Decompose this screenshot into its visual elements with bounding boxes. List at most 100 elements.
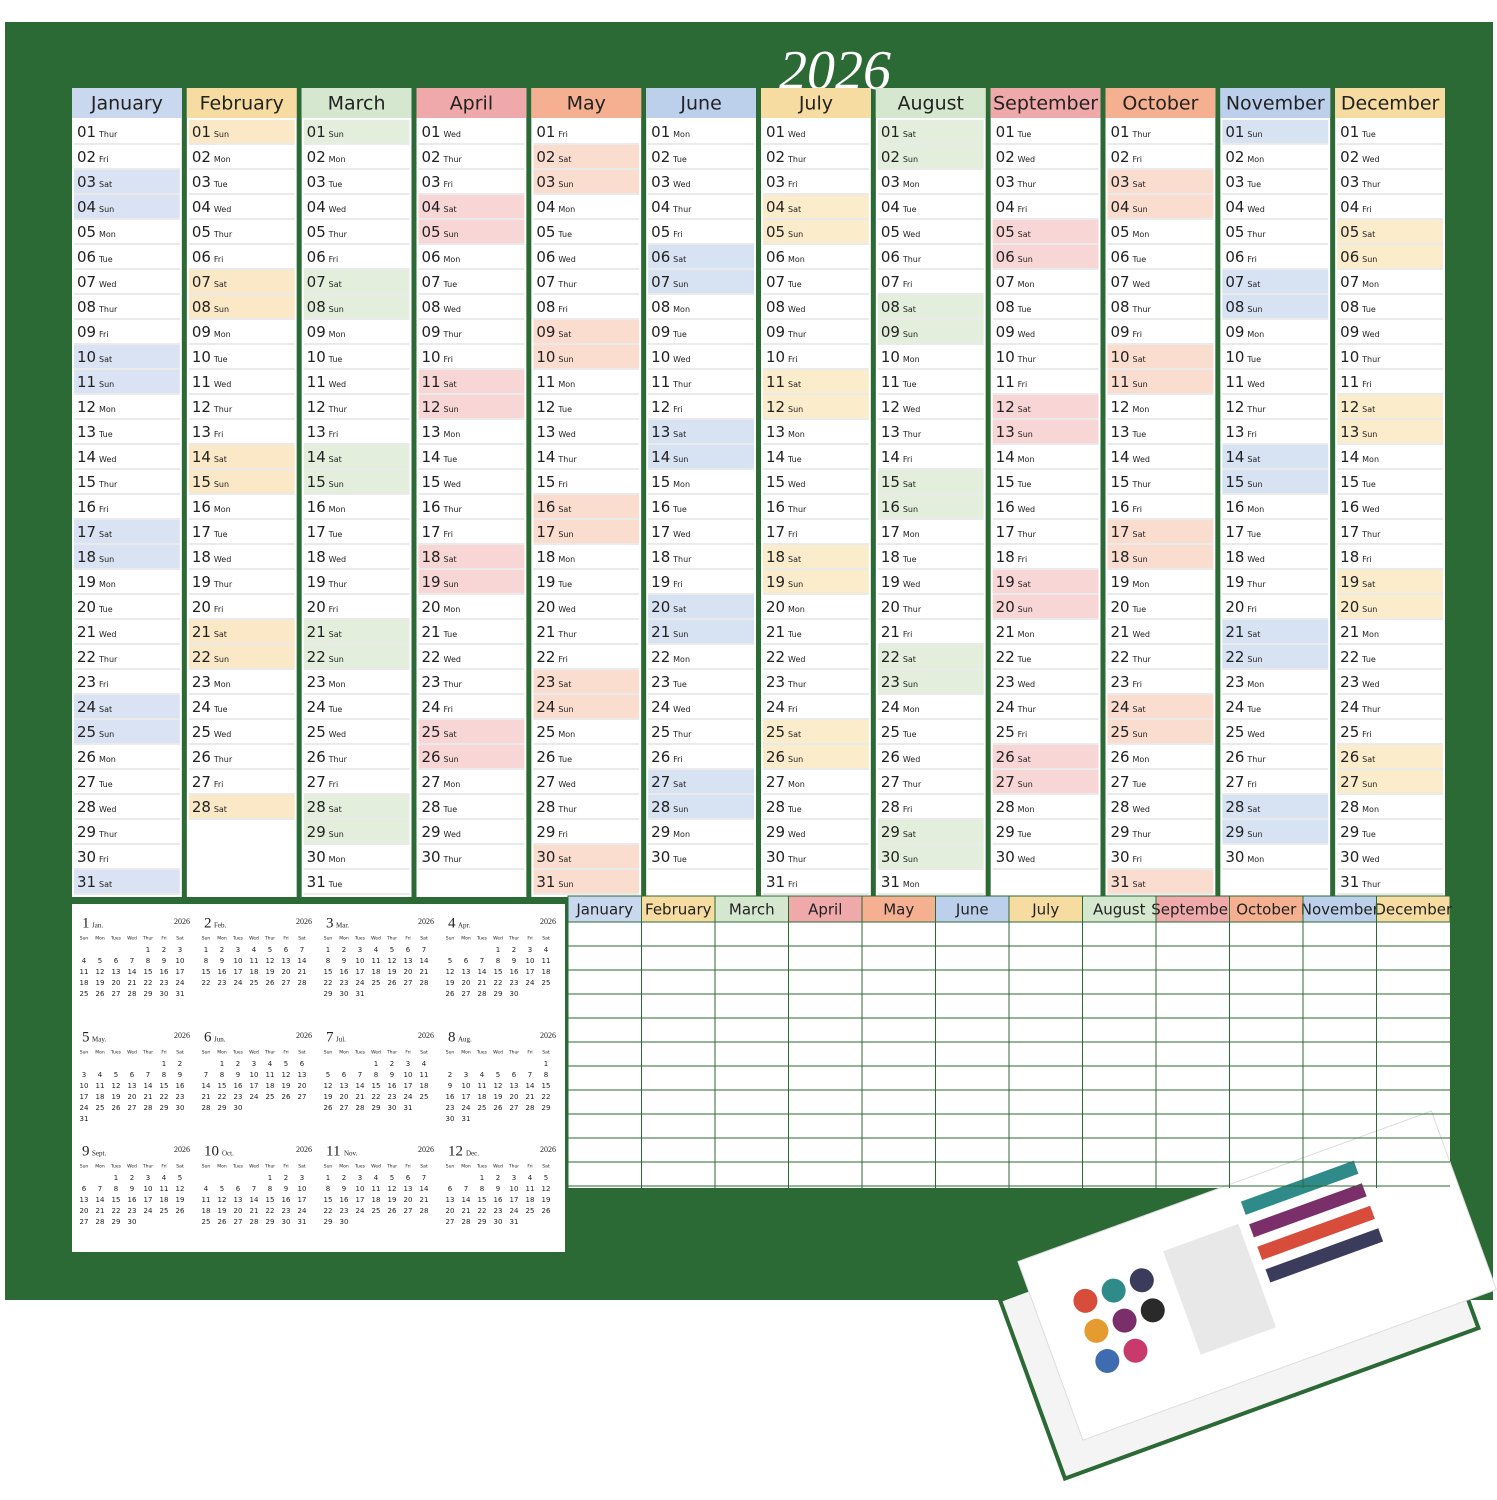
mini-day: 17: [462, 1093, 471, 1101]
day-weekday: Sat: [99, 355, 112, 364]
day-number: 20: [766, 598, 785, 616]
day-number: 04: [422, 198, 441, 216]
mini-day: 16: [282, 1196, 291, 1204]
mini-day: 13: [462, 968, 471, 976]
day-number: 20: [996, 598, 1015, 616]
day-weekday: Tue: [98, 430, 113, 439]
day-number: 23: [1111, 673, 1130, 691]
mini-day: 23: [446, 1104, 455, 1112]
day-weekday: Sat: [1133, 880, 1146, 889]
mini-weekday: Wed: [371, 936, 381, 942]
day-number: 17: [996, 523, 1015, 541]
day-weekday: Fri: [1133, 155, 1143, 164]
day-number: 29: [766, 823, 785, 841]
day-number: 13: [996, 423, 1015, 441]
mini-day: 15: [372, 1082, 381, 1090]
day-weekday: Mon: [903, 880, 920, 889]
mini-day: 12: [494, 1082, 503, 1090]
day-number: 21: [1225, 623, 1244, 641]
mini-number: 9: [82, 1143, 90, 1159]
day-weekday: Fri: [329, 255, 339, 264]
mini-day: 28: [462, 1218, 471, 1226]
mini-day: 11: [160, 1185, 169, 1193]
mini-number: 2: [204, 915, 212, 931]
day-weekday: Thur: [787, 680, 807, 689]
day-number: 20: [1111, 598, 1130, 616]
day-weekday: Thur: [557, 455, 577, 464]
day-number: 24: [77, 698, 96, 716]
day-weekday: Thur: [443, 155, 463, 164]
day-number: 07: [766, 273, 785, 291]
month-header: [1105, 88, 1216, 118]
day-number: 23: [77, 673, 96, 691]
mini-day: 7: [98, 1185, 102, 1193]
mini-weekday: Mon: [95, 1050, 105, 1056]
day-number: 16: [766, 498, 785, 516]
day-number: 22: [881, 648, 900, 666]
weekend-row: [648, 445, 754, 468]
day-number: 27: [766, 773, 785, 791]
day-weekday: Mon: [903, 705, 920, 714]
day-weekday: Wed: [1362, 505, 1379, 514]
day-weekday: Fri: [99, 155, 109, 164]
day-weekday: Sat: [1247, 455, 1260, 464]
day-number: 30: [77, 848, 96, 866]
mini-day: 5: [268, 946, 272, 954]
mini-day: 16: [128, 1196, 137, 1204]
day-weekday: Sat: [558, 155, 571, 164]
month-name: October: [1122, 93, 1198, 115]
mini-year: 2026: [540, 1031, 556, 1040]
mini-weekday: Tues: [476, 1164, 488, 1170]
sticker: [1163, 1223, 1276, 1355]
mini-day: 17: [144, 1196, 153, 1204]
planner-month: December: [1374, 901, 1453, 919]
day-weekday: Sat: [1247, 805, 1260, 814]
day-weekday: Mon: [1133, 405, 1150, 414]
day-number: 21: [1111, 623, 1130, 641]
mini-day: 1: [496, 946, 500, 954]
sticker: [1095, 1348, 1120, 1373]
day-weekday: Tue: [787, 280, 802, 289]
day-weekday: Tue: [1246, 705, 1261, 714]
day-weekday: Mon: [1362, 280, 1379, 289]
day-number: 14: [422, 448, 441, 466]
mini-day: 5: [326, 1071, 330, 1079]
mini-day: 2: [178, 1060, 182, 1068]
mini-day: 8: [544, 1071, 548, 1079]
day-number: 20: [192, 598, 211, 616]
mini-day: 9: [236, 1071, 240, 1079]
mini-day: 19: [324, 1093, 333, 1101]
day-number: 19: [422, 573, 441, 591]
day-weekday: Wed: [1362, 155, 1379, 164]
day-weekday: Wed: [214, 730, 231, 739]
day-weekday: Fri: [99, 855, 109, 864]
day-number: 24: [307, 698, 326, 716]
day-number: 05: [1111, 223, 1130, 241]
day-weekday: Wed: [558, 255, 575, 264]
day-number: 30: [536, 848, 555, 866]
mini-weekday: Sun: [80, 1164, 89, 1170]
sticker: [1140, 1298, 1165, 1323]
mini-day: 13: [340, 1082, 349, 1090]
day-number: 07: [881, 273, 900, 291]
mini-day: 28: [250, 1218, 259, 1226]
day-weekday: Thur: [443, 505, 463, 514]
mini-day: 5: [220, 1185, 224, 1193]
day-number: 27: [996, 773, 1015, 791]
mini-day: 6: [512, 1071, 517, 1079]
day-number: 10: [307, 348, 326, 366]
mini-day: 24: [356, 979, 365, 987]
day-number: 31: [881, 873, 900, 891]
weekend-row: [1337, 420, 1443, 443]
mini-day: 2: [236, 1060, 240, 1068]
day-weekday: Wed: [1018, 680, 1035, 689]
weekend-row: [74, 870, 180, 893]
day-weekday: Sat: [673, 430, 686, 439]
day-number: 09: [766, 323, 785, 341]
day-weekday: Sun: [558, 705, 573, 714]
planner-header: [1229, 895, 1304, 923]
day-number: 24: [881, 698, 900, 716]
day-weekday: Sat: [99, 880, 112, 889]
day-number: 16: [192, 498, 211, 516]
day-number: 08: [1340, 298, 1359, 316]
